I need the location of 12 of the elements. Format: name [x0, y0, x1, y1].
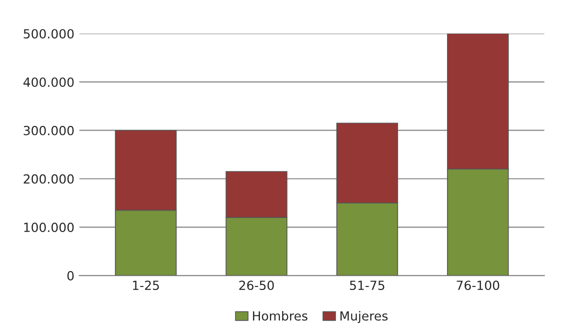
y-tick-label: 0: [67, 270, 74, 280]
legend-label: Mujeres: [340, 310, 388, 324]
y-tick-label: 200.000: [24, 174, 74, 184]
x-tick-label: 26-50: [239, 280, 274, 290]
y-tick-label: 100.000: [24, 222, 74, 232]
y-tick-label: 500.000: [24, 29, 74, 39]
x-tick-label: 51-75: [350, 280, 384, 290]
legend-label: Hombres: [253, 310, 308, 321]
x-tick-label: 1-25: [132, 280, 159, 290]
y-tick-label: 400.000: [23, 77, 74, 87]
y-tick-label: 300.000: [24, 126, 74, 136]
x-tick-label: 76-100: [456, 280, 500, 290]
